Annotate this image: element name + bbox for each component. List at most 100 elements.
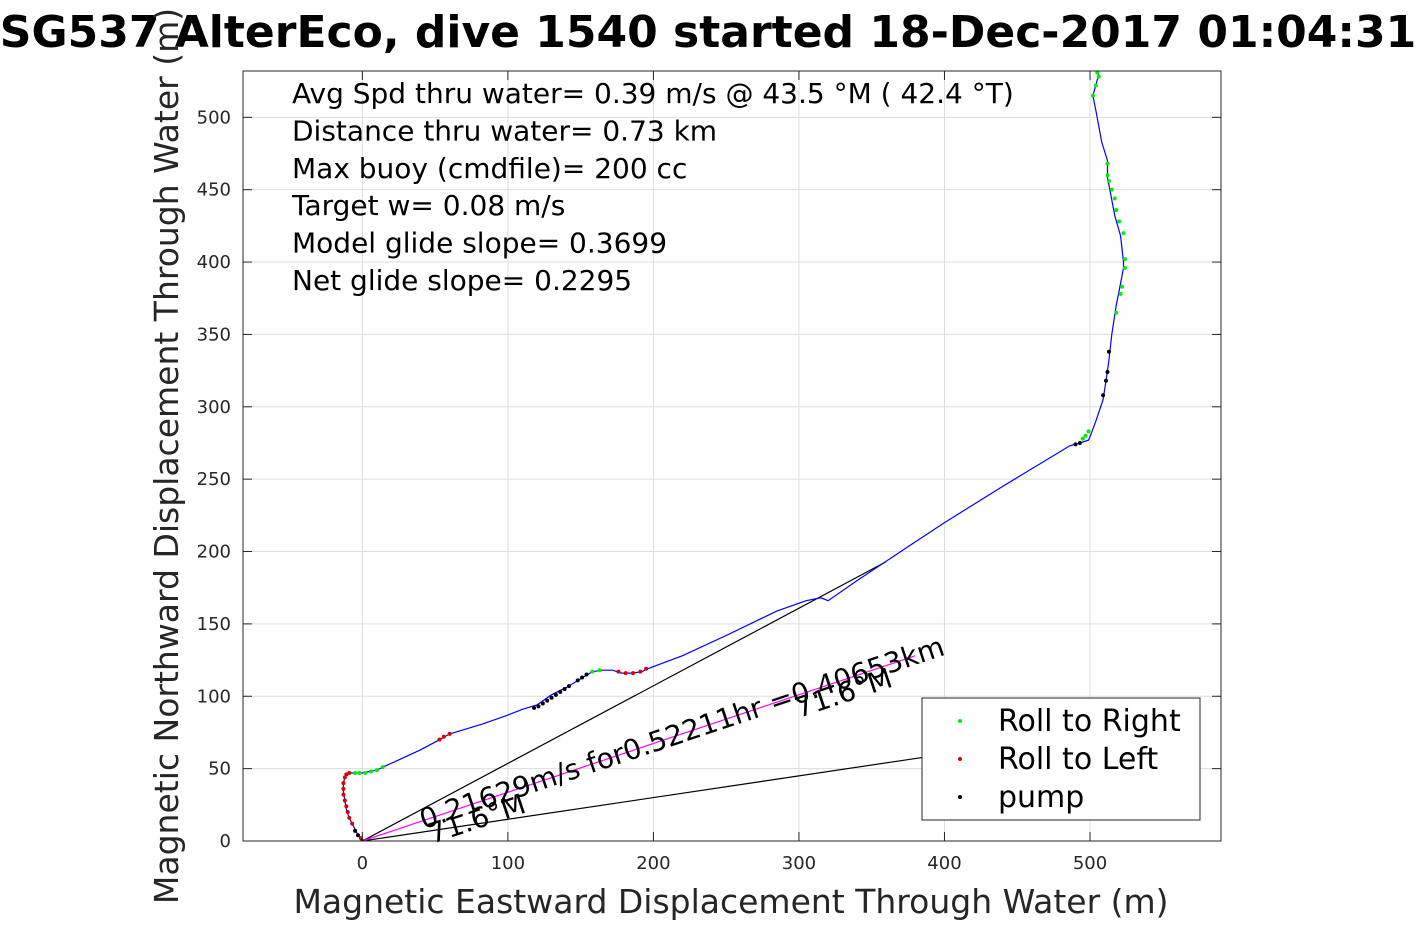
pump-marker — [558, 689, 563, 694]
roll-left-marker — [350, 821, 355, 826]
roll-left-marker — [437, 737, 442, 742]
roll-right-marker — [1109, 187, 1114, 192]
roll-left-marker — [347, 815, 352, 820]
roll-right-marker — [380, 765, 385, 770]
roll-left-marker — [441, 734, 446, 739]
roll-right-marker — [1114, 207, 1119, 212]
y-tick-label: 250 — [197, 469, 231, 490]
pump-marker — [1077, 440, 1082, 445]
roll-right-marker — [1106, 179, 1111, 183]
pump-marker — [1105, 370, 1110, 375]
roll-right-marker — [1080, 436, 1085, 441]
stat-line: Avg Spd thru water= 0.39 m/s @ 43.5 °M (… — [292, 77, 1014, 110]
legend-marker — [958, 795, 962, 799]
roll-right-marker — [1086, 429, 1091, 434]
roll-left-marker — [341, 781, 346, 786]
roll-right-marker — [1118, 291, 1123, 296]
pump-marker — [584, 672, 589, 677]
roll-left-marker — [616, 669, 621, 674]
roll-left-marker — [345, 810, 350, 815]
legend-label: Roll to Right — [998, 704, 1181, 739]
stat-line: Net glide slope= 0.2295 — [292, 264, 632, 297]
heading-rays — [362, 561, 945, 841]
roll-right-marker — [374, 768, 379, 773]
roll-right-marker — [1122, 265, 1127, 270]
roll-left-marker — [341, 792, 346, 797]
roll-left-marker — [347, 770, 352, 775]
y-tick-label: 200 — [197, 542, 231, 563]
roll-left-marker — [631, 671, 636, 676]
y-tick-label: 50 — [208, 759, 231, 780]
pump-marker — [545, 698, 550, 703]
roll-right-marker — [1105, 173, 1110, 178]
pump-marker — [553, 692, 558, 697]
y-tick-label: 100 — [197, 686, 231, 707]
x-axis-label: Magnetic Eastward Displacement Through W… — [293, 882, 1168, 921]
roll-right-marker — [357, 770, 362, 775]
heading-ray — [362, 655, 916, 841]
pump-marker — [540, 701, 545, 706]
roll-right-marker — [590, 669, 595, 674]
roll-right-marker — [1090, 93, 1095, 98]
roll-right-marker — [1096, 74, 1101, 79]
legend-marker — [958, 719, 962, 723]
pump-marker — [580, 675, 585, 680]
y-axis-label: Magnetic Northward Displacement Through … — [147, 8, 186, 904]
stats-text-block: Avg Spd thru water= 0.39 m/s @ 43.5 °M (… — [291, 77, 1014, 297]
pump-marker — [575, 678, 580, 683]
x-tick-label: 0 — [357, 853, 368, 874]
pump-marker — [1106, 349, 1111, 354]
axis-ticks: 0 100 200 300 400 500 0 50 100 150 200 250 300 350 400… — [197, 71, 1221, 874]
y-tick-label: 0 — [220, 831, 231, 852]
heading-ray — [362, 753, 945, 841]
pump-marker — [549, 695, 554, 700]
y-tick-label: 150 — [197, 614, 231, 635]
roll-left-marker — [342, 798, 347, 803]
pump-marker — [1101, 393, 1106, 398]
x-tick-label: 300 — [782, 853, 816, 874]
x-tick-label: 200 — [636, 853, 670, 874]
roll-right-marker — [1122, 257, 1127, 262]
roll-left-marker — [344, 804, 349, 809]
stat-line: Target w= 0.08 m/s — [291, 189, 565, 222]
roll-left-marker — [644, 666, 649, 671]
legend-box — [921, 697, 1201, 821]
roll-right-marker — [1121, 231, 1126, 236]
stat-line: Distance thru water= 0.73 km — [292, 114, 717, 147]
x-tick-label: 500 — [1073, 853, 1107, 874]
grid-lines — [243, 71, 1221, 842]
stat-line: Max buoy (cmdfile)= 200 cc — [292, 152, 687, 185]
roll-right-marker — [1114, 310, 1119, 315]
heading-ray — [362, 561, 887, 841]
roll-right-marker — [1095, 71, 1100, 75]
pump-marker — [536, 704, 541, 709]
roll-right-marker — [363, 770, 368, 775]
roll-right-marker — [1105, 161, 1110, 166]
chart-title: SG537 AlterEco, dive 1540 started 18-Dec… — [0, 7, 1416, 58]
y-tick-label: 400 — [197, 252, 231, 273]
roll-left-marker — [623, 671, 628, 676]
roll-right-marker — [597, 668, 602, 673]
legend-label: pump — [998, 780, 1084, 815]
roll-right-marker — [353, 770, 358, 775]
roll-left-marker — [638, 669, 643, 674]
pump-marker — [562, 687, 567, 692]
roll-right-marker — [1083, 433, 1088, 438]
y-tick-label: 500 — [197, 107, 231, 128]
pump-marker — [1104, 378, 1109, 383]
roll-left-marker — [447, 731, 452, 736]
legend-marker — [958, 757, 962, 761]
plot-area-border — [242, 70, 1222, 842]
y-tick-label: 350 — [197, 324, 231, 345]
pump-marker — [353, 828, 358, 833]
pump-marker — [567, 684, 571, 689]
pump-marker — [1073, 442, 1078, 447]
y-tick-label: 450 — [197, 180, 231, 201]
x-tick-label: 100 — [491, 853, 525, 874]
stat-line: Model glide slope= 0.3699 — [292, 227, 667, 260]
pump-marker — [355, 833, 360, 838]
roll-right-marker — [1117, 219, 1122, 224]
pump-marker — [532, 705, 537, 710]
